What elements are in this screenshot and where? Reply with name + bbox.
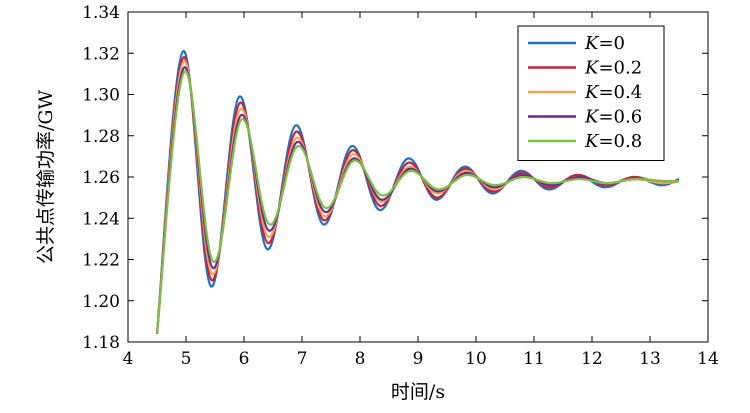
y-tick-label: 1.18 [82,333,120,353]
series-layer [155,50,680,334]
x-tick-label: 12 [581,349,603,369]
legend-label-variable: K [584,33,600,54]
x-axis-title: 时间/s [391,381,445,403]
y-tick-label: 1.22 [82,251,120,271]
legend-label-1: K=0.2 [584,58,642,79]
y-tick-label: 1.28 [82,127,120,147]
x-tick-label: 8 [355,349,366,369]
legend-label-value: =0.4 [598,82,642,103]
x-tick-label: 5 [181,349,192,369]
x-tick-label: 7 [297,349,308,369]
x-tick-label: 6 [239,349,250,369]
x-tick-label: 4 [123,349,134,369]
legend-label-variable: K [584,107,600,128]
series-line-1 [155,56,680,334]
series-line-3 [155,66,680,334]
legend-label-value: =0 [598,33,625,54]
axes-layer: 4 5 6 7 8 9 10 11 12 13 14 1.18 1.20 1.22 1.24 1.26 1.28… [82,3,719,369]
legend-label-value: =0.2 [598,58,642,79]
legend-label-3: K=0.6 [584,107,642,128]
y-axis-title: 公共点传输功率/GW [35,89,57,264]
legend-label-variable: K [584,82,600,103]
legend-label-value: =0.8 [598,131,642,152]
y-tick-label: 1.24 [82,209,120,229]
y-tick-label: 1.20 [82,292,120,312]
y-tick-label: 1.30 [82,86,120,106]
y-tick-label: 1.26 [82,168,120,188]
legend-box [517,25,665,161]
x-tick-label: 9 [413,349,424,369]
legend-label-4: K=0.8 [584,131,642,152]
x-tick-label: 13 [639,349,661,369]
legend-label-variable: K [584,58,600,79]
legend-label-0: K=0 [584,33,625,54]
series-line-4 [155,70,680,334]
legend: K=0K=0.2K=0.4K=0.6K=0.8 [517,25,665,161]
y-tick-label: 1.32 [82,44,120,64]
x-tick-label: 11 [523,349,545,369]
legend-label-2: K=0.4 [584,82,642,103]
x-tick-label: 10 [465,349,487,369]
x-tick-label: 14 [697,349,719,369]
y-tick-label: 1.34 [82,3,120,23]
legend-label-variable: K [584,131,600,152]
legend-label-value: =0.6 [598,107,642,128]
